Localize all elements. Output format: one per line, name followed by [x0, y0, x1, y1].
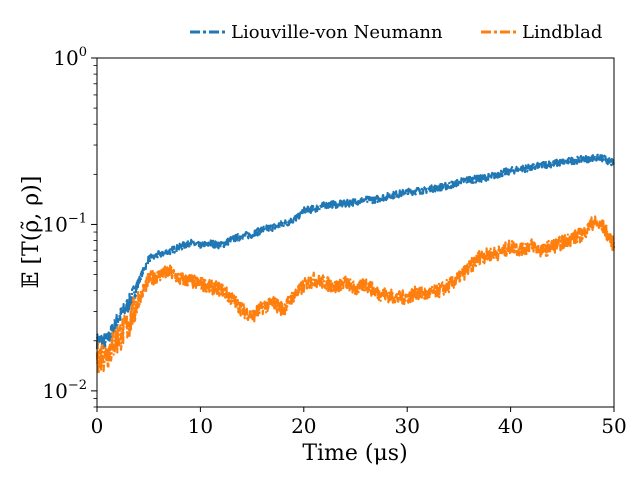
series-line-lindblad [95, 215, 616, 375]
series-line-lvn [95, 153, 615, 350]
x-tick-label: 40 [498, 414, 523, 438]
plot-area [97, 58, 614, 407]
x-tick-label: 20 [291, 414, 316, 438]
legend: Liouville-von Neumann Lindblad [190, 22, 602, 43]
x-tick-label: 30 [394, 414, 419, 438]
series-layer [95, 153, 616, 375]
y-axis-label: 𝔼 [T(ρ̃, ρ)] [19, 176, 44, 289]
y-tick-label: 10−2 [42, 378, 87, 403]
legend-label-lvn: Liouville-von Neumann [231, 22, 443, 43]
plot-frame [96, 57, 615, 408]
y-tick-label: 10−1 [42, 211, 87, 236]
x-tick-label: 50 [601, 414, 626, 438]
legend-label-lindblad: Lindblad [522, 22, 602, 43]
x-tick-label: 0 [91, 414, 104, 438]
y-tick-label: 100 [53, 45, 87, 70]
x-axis: 0 10 20 30 40 50 [91, 407, 627, 438]
x-tick-label: 10 [188, 414, 213, 438]
x-axis-label: Time (μs) [302, 441, 407, 466]
y-axis: 10−2 10−1 100 [42, 45, 97, 408]
